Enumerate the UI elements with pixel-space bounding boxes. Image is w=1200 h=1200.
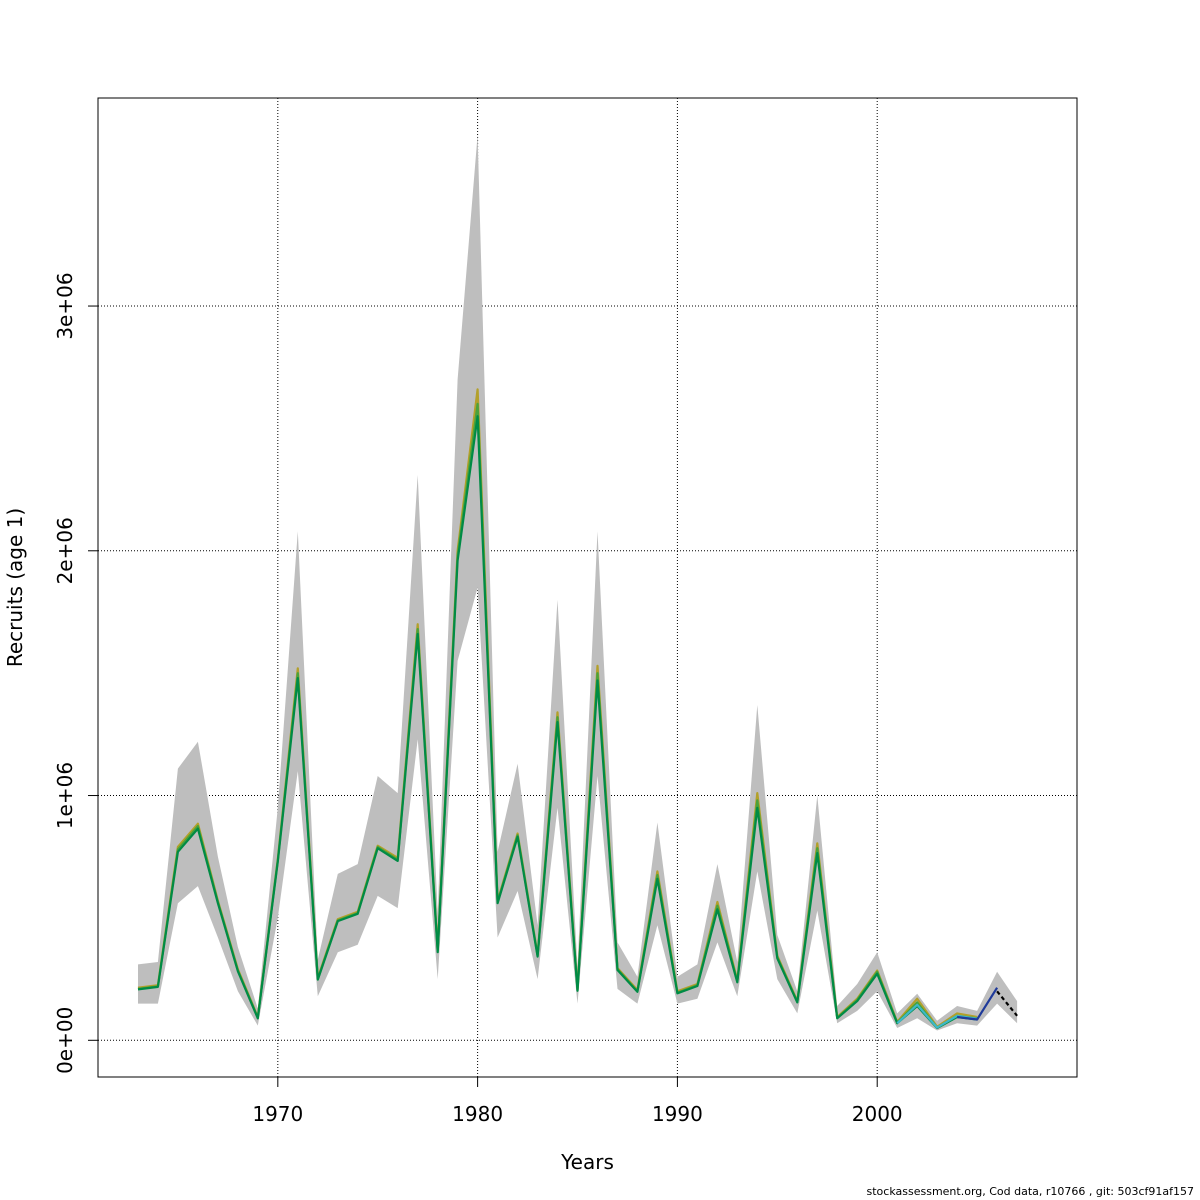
footer-credit: stockassessment.org, Cod data, r10766 , … [866,1185,1194,1198]
x-tick-label: 2000 [852,1102,903,1126]
y-tick-label: 2e+06 [53,517,77,584]
x-tick-label: 1990 [652,1102,703,1126]
y-tick-label: 1e+06 [53,762,77,829]
x-tick-label: 1970 [252,1102,303,1126]
series-line-5 [956,987,999,1021]
series-line-3 [137,415,978,1030]
y-tick-label: 3e+06 [53,272,77,339]
x-axis-title: Years [560,1150,614,1174]
confidence-band [138,134,1018,1031]
plot-frame [97,97,1078,1078]
series-layer [137,388,1018,1030]
axes: 1970 1980 1990 2000 0e+00 1e+06 2e+06 3e+06 [53,272,903,1126]
grid-lines [98,98,1077,1077]
y-axis-title: Recruits (age 1) [3,508,27,667]
confidence-band-layer [138,134,1018,1031]
x-tick-label: 1980 [452,1102,503,1126]
y-tick-label: 0e+00 [53,1007,77,1074]
series-line-6 [996,990,1018,1017]
